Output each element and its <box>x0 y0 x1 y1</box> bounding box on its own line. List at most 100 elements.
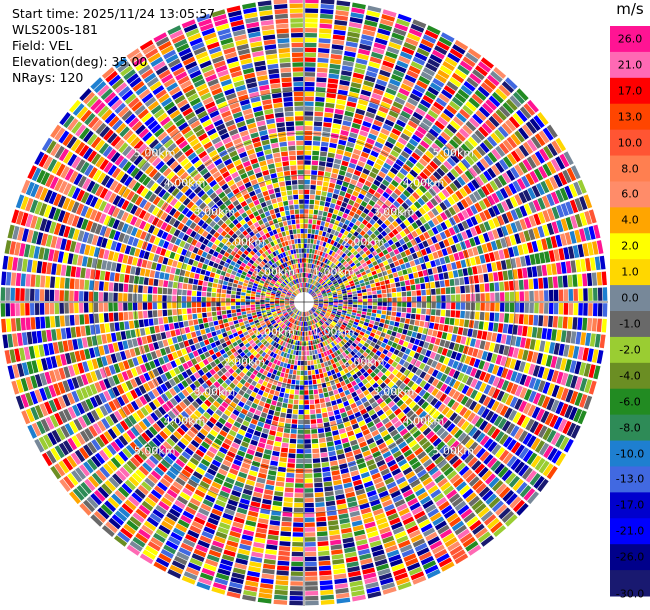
velocity-gate <box>307 283 309 288</box>
velocity-gate <box>385 158 394 166</box>
velocity-gate <box>350 285 356 290</box>
velocity-gate <box>266 539 278 546</box>
velocity-gate <box>322 269 327 274</box>
velocity-gate <box>445 142 456 153</box>
velocity-gate <box>329 203 336 209</box>
velocity-gate <box>350 314 356 319</box>
velocity-gate <box>390 243 397 251</box>
velocity-gate <box>522 349 529 361</box>
velocity-gate <box>404 280 410 286</box>
velocity-gate <box>327 212 333 218</box>
velocity-gate <box>409 182 418 191</box>
velocity-gate <box>597 303 603 317</box>
velocity-gate <box>396 171 405 180</box>
velocity-gate <box>452 270 459 278</box>
velocity-gate <box>357 293 363 297</box>
velocity-gate <box>309 243 313 249</box>
velocity-gate <box>364 281 370 286</box>
velocity-gate <box>432 171 442 180</box>
velocity-gate <box>357 53 369 61</box>
velocity-gate <box>479 142 490 154</box>
velocity-gate <box>455 294 461 302</box>
velocity-gate <box>463 81 476 92</box>
velocity-gate <box>292 542 303 547</box>
velocity-gate <box>407 224 415 233</box>
velocity-gate <box>369 320 375 325</box>
velocity-gate <box>356 313 362 317</box>
velocity-gate <box>328 147 336 154</box>
velocity-gate <box>323 122 332 128</box>
velocity-gate <box>314 492 324 498</box>
velocity-gate <box>460 310 465 319</box>
velocity-gate <box>516 178 526 190</box>
velocity-gate <box>305 32 317 38</box>
velocity-gate <box>353 259 359 265</box>
velocity-gate <box>461 220 469 230</box>
velocity-gate <box>291 359 295 365</box>
velocity-gate <box>508 183 518 195</box>
velocity-gate <box>327 238 332 244</box>
velocity-gate <box>268 470 277 476</box>
velocity-gate <box>325 265 330 270</box>
velocity-gate <box>284 358 289 364</box>
velocity-gate <box>346 289 352 293</box>
velocity-gate <box>353 67 366 75</box>
velocity-gate <box>309 350 313 356</box>
velocity-gate <box>293 507 304 513</box>
velocity-gate <box>506 136 518 149</box>
velocity-gate <box>582 243 589 257</box>
velocity-gate <box>345 315 351 320</box>
velocity-gate <box>317 67 328 73</box>
velocity-gate <box>450 153 460 164</box>
velocity-gate <box>298 336 301 341</box>
velocity-gate <box>434 73 447 84</box>
velocity-gate <box>305 326 307 331</box>
velocity-gate <box>306 278 308 283</box>
velocity-gate <box>333 241 338 247</box>
velocity-gate <box>311 350 315 355</box>
velocity-gate <box>406 70 419 79</box>
velocity-gate <box>336 226 342 232</box>
velocity-gate <box>547 143 558 157</box>
velocity-gate <box>436 40 450 51</box>
velocity-gate <box>291 546 303 552</box>
velocity-gate <box>314 482 323 488</box>
velocity-gate <box>306 288 308 293</box>
velocity-gate <box>363 256 370 262</box>
velocity-gate <box>284 487 294 493</box>
velocity-gate <box>411 331 418 338</box>
velocity-gate <box>553 303 559 315</box>
velocity-gate <box>485 293 490 302</box>
velocity-gate <box>387 216 395 223</box>
velocity-gate <box>219 338 226 344</box>
velocity-gate <box>486 331 493 341</box>
velocity-gate <box>304 106 314 111</box>
velocity-gate <box>326 505 337 512</box>
velocity-gate <box>542 127 554 141</box>
velocity-gate <box>351 153 360 160</box>
velocity-gate <box>484 312 490 321</box>
velocity-gate <box>371 167 380 175</box>
velocity-gate <box>394 96 406 105</box>
velocity-gate <box>353 169 362 177</box>
velocity-gate <box>307 233 311 239</box>
velocity-gate <box>293 517 304 523</box>
velocity-gate <box>504 281 510 291</box>
velocity-gate <box>298 414 304 420</box>
velocity-gate <box>317 531 328 537</box>
velocity-gate <box>438 324 444 331</box>
velocity-gate <box>400 83 412 92</box>
velocity-gate <box>505 198 514 210</box>
velocity-gate <box>464 155 475 166</box>
velocity-gate <box>510 222 518 233</box>
velocity-gate <box>478 234 486 244</box>
velocity-gate <box>480 293 485 302</box>
velocity-gate <box>496 227 504 238</box>
velocity-gate <box>395 265 402 272</box>
velocity-gate <box>512 91 525 105</box>
velocity-gate <box>406 291 412 297</box>
velocity-gate <box>541 195 551 208</box>
velocity-gate <box>296 444 304 449</box>
velocity-gate <box>505 77 518 90</box>
velocity-gate <box>342 213 348 219</box>
